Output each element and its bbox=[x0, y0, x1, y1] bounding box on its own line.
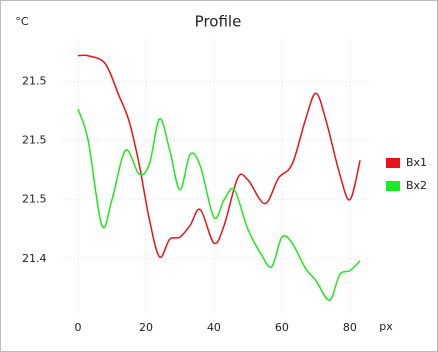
x-tick-label: 80 bbox=[343, 321, 357, 334]
y-tick-label: 21.5 bbox=[22, 74, 47, 87]
y-tick-label: 21.5 bbox=[22, 193, 47, 206]
x-axis-label: px bbox=[379, 320, 393, 333]
line bbox=[77, 54, 361, 258]
legend-label: Bx1 bbox=[406, 156, 427, 169]
x-tick-label: 60 bbox=[275, 321, 289, 334]
chart-title: Profile bbox=[195, 13, 242, 31]
y-tick-label: 21.5 bbox=[22, 134, 47, 147]
y-axis-label: °C bbox=[15, 15, 29, 28]
line bbox=[77, 108, 361, 301]
x-tick-label: 40 bbox=[207, 321, 221, 334]
legend-swatch bbox=[386, 158, 400, 168]
legend-swatch bbox=[386, 181, 400, 191]
y-tick-label: 21.4 bbox=[22, 252, 47, 265]
x-tick-label: 0 bbox=[74, 321, 81, 334]
x-tick-label: 20 bbox=[139, 321, 153, 334]
legend-label: Bx2 bbox=[406, 179, 427, 192]
